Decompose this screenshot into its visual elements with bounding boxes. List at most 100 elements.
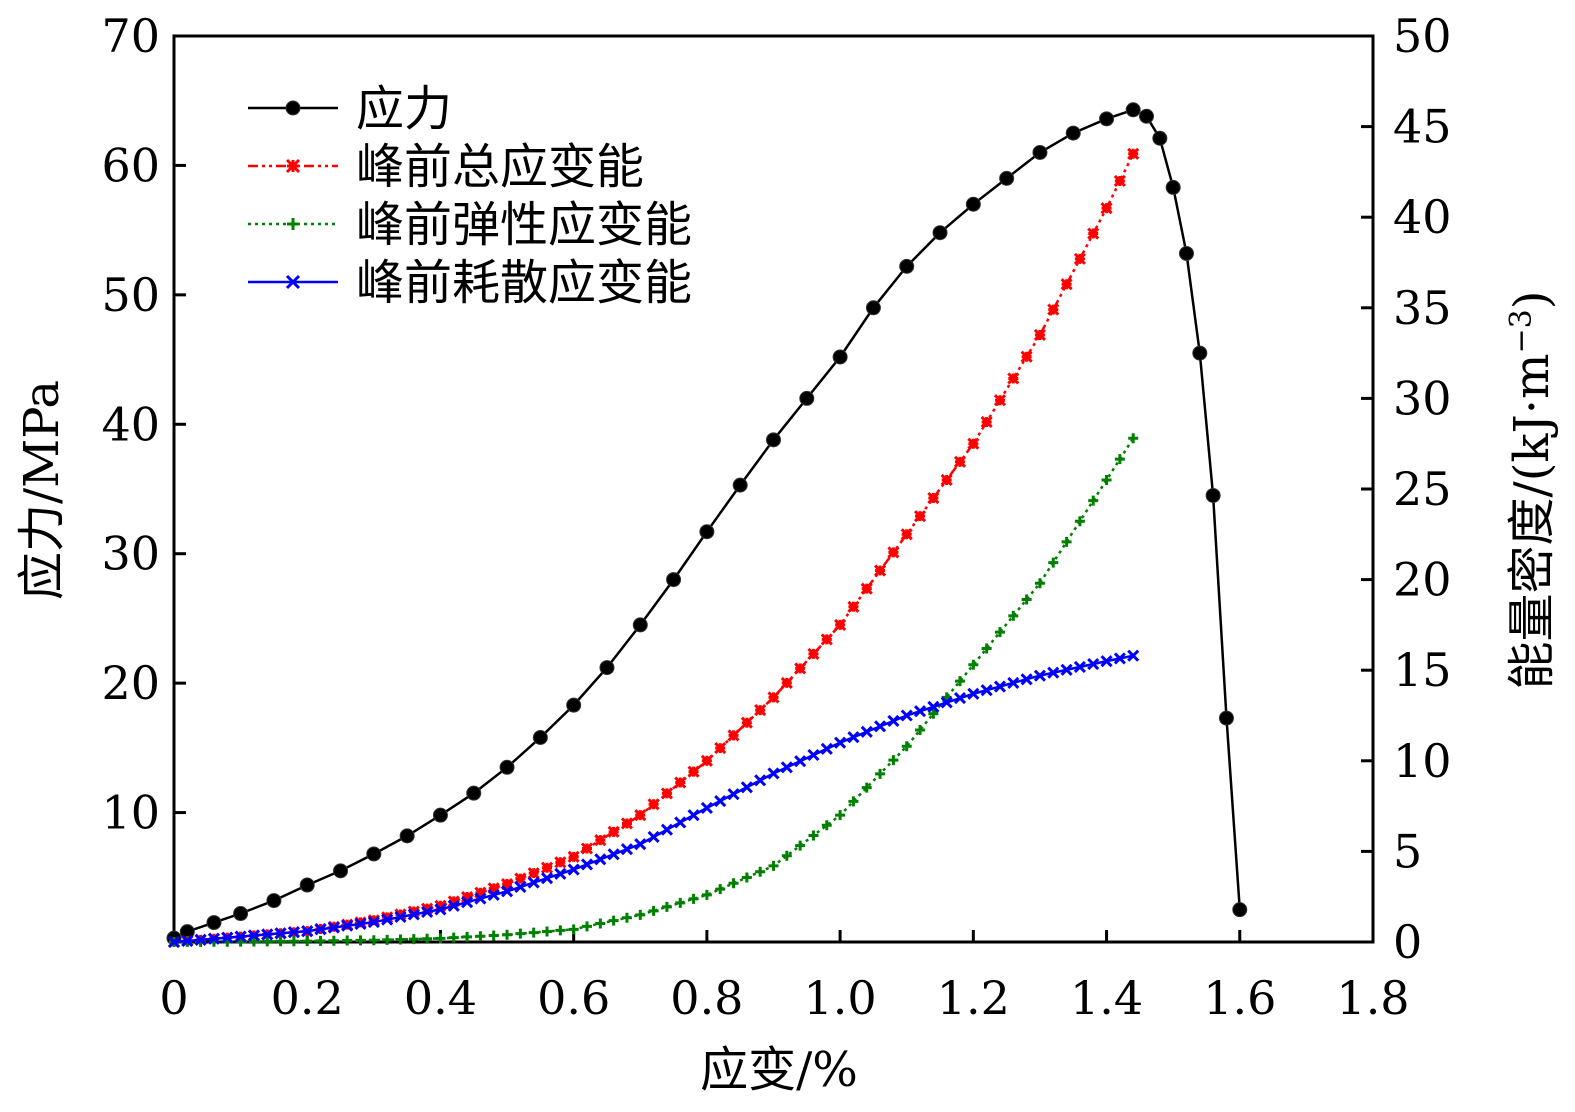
data-point xyxy=(1100,655,1113,668)
data-point xyxy=(794,662,807,675)
x-tick-label: 0.6 xyxy=(537,971,610,1025)
data-point xyxy=(266,893,282,909)
data-point xyxy=(932,225,948,241)
x-tick-label: 1.0 xyxy=(804,971,877,1025)
data-point xyxy=(754,704,767,717)
data-point xyxy=(580,858,594,871)
data-point xyxy=(221,931,234,944)
data-point xyxy=(900,709,913,722)
data-point xyxy=(342,935,353,946)
data-point xyxy=(434,899,447,912)
x-tick-label: 1.4 xyxy=(1070,971,1143,1025)
y-tick-label: 20 xyxy=(101,656,160,710)
data-point xyxy=(421,905,434,918)
data-point xyxy=(1074,516,1085,527)
plot-series xyxy=(166,102,1248,949)
data-point xyxy=(1087,227,1100,240)
data-point xyxy=(634,809,647,822)
data-point xyxy=(532,730,548,746)
data-point xyxy=(527,867,540,880)
data-point xyxy=(487,882,500,895)
data-point xyxy=(913,510,927,523)
axes: 0 0.2 0.4 0.6 0.8 1.0 1.2 1.4 1.6 1.8102030405060… xyxy=(101,9,1451,1025)
data-point xyxy=(302,936,313,947)
data-point xyxy=(1047,666,1060,679)
x-axis-title: 应变/% xyxy=(700,1042,858,1098)
y2-axis-title-end: ) xyxy=(1504,291,1560,310)
y2-tick-label: 15 xyxy=(1393,643,1452,697)
data-point xyxy=(847,600,860,613)
data-point xyxy=(993,394,1007,407)
data-point xyxy=(407,908,420,921)
series-line xyxy=(173,437,1135,944)
legend-entry: 峰前总应变能 xyxy=(248,139,644,195)
data-point xyxy=(314,923,327,936)
y2-tick-label: 45 xyxy=(1393,100,1452,154)
series-line xyxy=(173,153,1135,944)
data-point xyxy=(835,810,846,821)
data-point xyxy=(1060,278,1073,291)
data-point xyxy=(714,742,727,755)
data-point xyxy=(927,491,940,505)
y2-tick-label: 35 xyxy=(1393,281,1452,335)
data-point xyxy=(915,724,926,735)
legend-label: 峰前弹性应变能 xyxy=(356,197,692,253)
data-point xyxy=(887,714,900,727)
data-point xyxy=(247,929,260,942)
data-point xyxy=(261,928,274,941)
data-point xyxy=(461,896,474,909)
data-point xyxy=(1032,144,1048,160)
data-point xyxy=(1127,147,1140,160)
data-point xyxy=(861,782,872,793)
data-point xyxy=(368,935,379,946)
legend-marker xyxy=(285,274,301,290)
data-point xyxy=(567,863,580,876)
data-point xyxy=(422,933,433,944)
data-point xyxy=(542,926,553,937)
data-point xyxy=(248,936,259,947)
y-tick-label: 30 xyxy=(101,527,160,581)
data-point xyxy=(366,846,382,862)
data-point xyxy=(1088,495,1099,506)
data-point xyxy=(953,455,967,468)
data-point xyxy=(808,830,819,841)
series-3 xyxy=(169,433,1139,947)
data-point xyxy=(847,731,860,744)
x-tick-label: 0.4 xyxy=(404,971,477,1025)
y2-tick-label: 20 xyxy=(1393,553,1452,607)
data-point xyxy=(687,765,700,778)
y2-tick-label: 50 xyxy=(1393,9,1452,63)
data-point xyxy=(488,930,499,941)
data-point xyxy=(206,915,222,931)
x-tick-label: 1.2 xyxy=(937,971,1010,1025)
data-point xyxy=(621,912,632,923)
data-point xyxy=(434,903,447,916)
data-point xyxy=(474,886,487,899)
data-point xyxy=(874,720,887,733)
y2-tick-label: 5 xyxy=(1393,824,1422,878)
legend-entry: 峰前耗散应变能 xyxy=(248,255,692,311)
data-point xyxy=(234,930,247,943)
data-point xyxy=(1113,174,1126,188)
data-point xyxy=(620,843,634,856)
data-point xyxy=(674,816,687,829)
data-point xyxy=(1101,474,1112,485)
plot-frame xyxy=(172,34,1375,944)
data-point xyxy=(687,809,700,822)
data-point xyxy=(1100,202,1113,215)
data-point xyxy=(900,528,913,541)
data-point xyxy=(1087,657,1100,671)
data-point xyxy=(661,901,672,912)
data-point xyxy=(333,863,349,879)
data-point xyxy=(699,524,715,540)
data-point xyxy=(1061,536,1072,547)
x-tick-label: 1.6 xyxy=(1203,971,1276,1025)
data-point xyxy=(953,692,967,705)
data-point xyxy=(913,705,927,718)
data-point xyxy=(899,258,915,274)
data-point xyxy=(262,936,273,947)
data-point xyxy=(607,848,620,861)
data-point xyxy=(820,742,833,755)
data-point xyxy=(515,928,526,939)
